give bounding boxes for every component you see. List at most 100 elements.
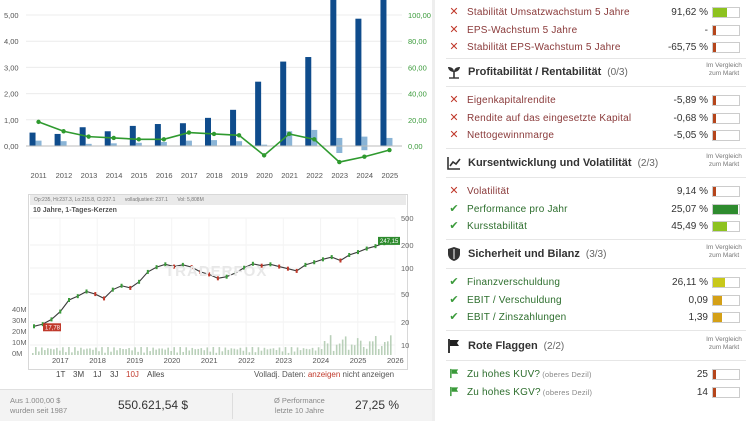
- volume-bar: [35, 347, 37, 355]
- criteria-label: Zu hohes KUV? (oberes Dezil): [467, 369, 592, 380]
- candle: [50, 317, 53, 322]
- year-tick: 2019: [126, 356, 143, 365]
- plant-icon: [446, 64, 462, 80]
- year-tick: 2026: [387, 356, 404, 365]
- market-comparison-gauge: [712, 42, 740, 53]
- criteria-row[interactable]: Zu hohes KGV? (oberes Dezil) 14: [448, 384, 750, 401]
- candle: [295, 268, 298, 273]
- criteria-label: Kursstabilität: [467, 221, 528, 232]
- criteria-row[interactable]: ✕ Volatilität 9,14 %: [448, 183, 750, 200]
- section-header[interactable]: Sicherheit und Bilanz (3/3) Im Vergleich zu…: [446, 244, 750, 266]
- criteria-row[interactable]: ✔ Finanzverschuldung 26,11 %: [448, 274, 750, 291]
- criteria-row[interactable]: ✕ EPS-Wachstum 5 Jahre -: [448, 22, 750, 39]
- volume-bar: [122, 348, 124, 355]
- range-button-alles[interactable]: Alles: [147, 370, 165, 379]
- criteria-row[interactable]: ✕ Nettogewinnmarge -5,05 %: [448, 127, 750, 144]
- candle: [129, 285, 132, 290]
- volume-bar: [317, 347, 320, 355]
- year-tick: 2017: [181, 171, 198, 180]
- volladj-show-link[interactable]: anzeigen: [307, 370, 341, 379]
- criteria-row[interactable]: ✕ Stabilität Umsatzwachstum 5 Jahre 91,62 …: [448, 4, 750, 21]
- criteria-label: Nettogewinnmarge: [467, 130, 555, 141]
- volume-bar: [68, 347, 70, 355]
- eps-light-bar: [85, 143, 92, 146]
- column-separator: [432, 0, 435, 421]
- range-button-10j[interactable]: 10J: [126, 370, 139, 379]
- year-tick: 2012: [56, 171, 73, 180]
- candle: [59, 309, 62, 314]
- volume-bar: [350, 344, 353, 355]
- candle: [269, 262, 272, 267]
- criteria-row[interactable]: Zu hohes KUV? (oberes Dezil) 25: [448, 366, 750, 383]
- volume-bar: [272, 348, 275, 355]
- market-comparison-gauge: [712, 7, 740, 18]
- criteria-row[interactable]: ✔ EBIT / Verschuldung 0,09: [448, 292, 750, 309]
- criteria-label: Zu hohes KGV? (oberes Dezil): [467, 386, 593, 398]
- performance-value: 27,25 %: [355, 398, 400, 412]
- price-axis-tick: 500: [401, 214, 414, 223]
- volume-bar: [71, 352, 73, 355]
- volume-bar: [314, 350, 317, 355]
- volume-bar: [80, 347, 82, 355]
- gauge-fill: [713, 387, 717, 397]
- volume-bar: [386, 341, 389, 355]
- year-tick: 2021: [201, 356, 218, 365]
- range-button-1j[interactable]: 1J: [93, 370, 102, 379]
- candle: [146, 269, 149, 274]
- range-button-3j[interactable]: 3J: [110, 370, 119, 379]
- volume-bar: [167, 347, 169, 355]
- criteria-row[interactable]: ✔ Kursstabilität 45,49 %: [448, 218, 750, 235]
- section-header[interactable]: Kursentwicklung und Volatilität (2/3) Im V…: [446, 153, 750, 175]
- criteria-row[interactable]: ✕ Eigenkapitalrendite -5,89 %: [448, 92, 750, 109]
- gauge-fill: [713, 222, 728, 231]
- left-axis-tick: 1,00: [4, 116, 19, 125]
- criteria-value: -: [704, 24, 708, 36]
- volume-bar: [146, 347, 148, 355]
- check-icon: ✔: [449, 311, 459, 323]
- year-tick: 2023: [331, 171, 348, 180]
- year-tick: 2024: [356, 171, 373, 180]
- volume-bar: [116, 350, 118, 355]
- volladj-hide-link[interactable]: nicht anzeigen: [342, 370, 395, 379]
- volume-bar: [278, 347, 281, 355]
- criteria-row[interactable]: ✕ Stabilität EPS-Wachstum 5 Jahre -65,75 %: [448, 39, 750, 56]
- volume-bar: [92, 349, 94, 355]
- section-header[interactable]: Rote Flaggen (2/2) Im Vergleich zum Markt: [446, 336, 750, 358]
- cross-icon: ✕: [449, 94, 459, 106]
- criteria-row[interactable]: ✔ Performance pro Jahr 25,07 %: [448, 201, 750, 218]
- volume-bar: [143, 352, 145, 355]
- gauge-fill: [713, 131, 717, 140]
- volume-bar: [224, 347, 227, 355]
- criteria-value: 25,07 %: [671, 203, 708, 215]
- check-icon: ✔: [449, 202, 459, 215]
- criteria-row[interactable]: ✕ Rendite auf das eingesetzte Kapital -0,6…: [448, 110, 750, 127]
- volume-bar: [230, 348, 233, 355]
- criteria-row[interactable]: ✔ EBIT / Zinszahlungen 1,39: [448, 309, 750, 326]
- eps-light-bar: [286, 131, 293, 146]
- candle: [216, 276, 219, 281]
- criteria-label: Stabilität Umsatzwachstum 5 Jahre: [467, 7, 630, 18]
- volume-bar: [266, 349, 269, 355]
- volume-bar: [281, 351, 284, 355]
- eps-light-bar: [211, 140, 217, 146]
- volume-bar: [311, 347, 314, 355]
- section-divider: [446, 58, 746, 59]
- volume-bar: [161, 348, 163, 355]
- volume-bar: [227, 349, 230, 355]
- performance-label: Ø Performance letzte 10 Jahre: [274, 396, 325, 416]
- volume-bar: [383, 342, 386, 355]
- range-button-3m[interactable]: 3M: [73, 370, 85, 379]
- volume-bar: [113, 347, 115, 355]
- candle: [33, 324, 35, 329]
- market-compare-line1: Im Vergleich: [706, 153, 742, 160]
- volume-bar: [236, 349, 239, 355]
- criteria-value: -5,89 %: [673, 95, 708, 106]
- check-icon: ✔: [449, 276, 459, 288]
- range-button-1t[interactable]: 1T: [56, 370, 66, 379]
- criteria-value: 1,39: [688, 312, 708, 323]
- volume-bar: [260, 350, 263, 355]
- volume-bar: [56, 347, 58, 355]
- section-header[interactable]: Profitabilität / Rentabilität (0/3) Im Ver…: [446, 62, 750, 84]
- volume-bar: [137, 351, 139, 355]
- candle: [313, 260, 316, 265]
